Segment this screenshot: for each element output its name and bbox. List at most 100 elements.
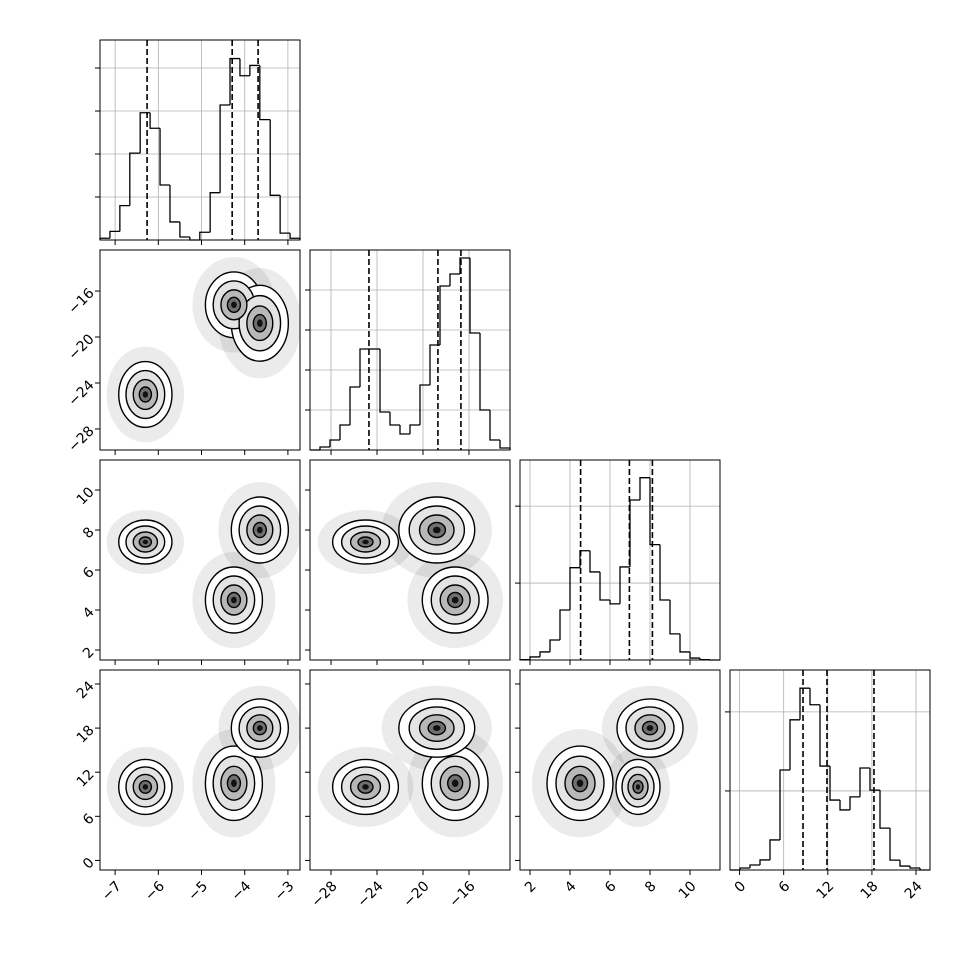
x-tick-label: −5 <box>185 878 211 904</box>
x-tick-label: 24 <box>902 878 926 902</box>
histogram-step <box>329 439 340 447</box>
histogram-step <box>149 112 161 129</box>
x-tick-label: −6 <box>142 878 168 904</box>
density-contour <box>231 596 237 604</box>
histogram-step <box>229 57 240 106</box>
histogram-step <box>669 600 680 635</box>
histogram-step <box>529 656 540 660</box>
x-tick-label: −4 <box>228 878 254 904</box>
histogram-step <box>819 704 830 767</box>
y-tick-label: 10 <box>74 484 98 508</box>
x-tick-label: 12 <box>814 878 838 902</box>
histogram-step <box>489 410 500 441</box>
histogram-step <box>559 609 570 640</box>
histogram-step <box>689 651 700 659</box>
histogram-step <box>859 767 870 797</box>
histogram-step <box>259 65 271 121</box>
density-contour <box>142 784 149 790</box>
panel-frame <box>309 249 511 451</box>
histogram-step <box>499 440 511 450</box>
x-tick-label: 2 <box>522 878 540 896</box>
histogram-step <box>399 425 410 435</box>
histogram-step <box>739 867 750 870</box>
histogram-step <box>269 119 281 196</box>
y-tick-label: −20 <box>65 331 97 363</box>
histogram-step <box>879 790 890 829</box>
density-contour <box>231 779 237 787</box>
y-tick-label: −28 <box>65 423 97 455</box>
histogram-step <box>749 864 760 869</box>
density-contour <box>256 526 263 534</box>
density-contour <box>635 784 641 790</box>
histogram-step <box>439 285 450 345</box>
histogram-step <box>639 477 650 500</box>
histogram-step <box>409 424 420 434</box>
x-tick-label: −7 <box>99 878 125 904</box>
histogram-step <box>279 195 291 234</box>
x-tick-label: 0 <box>732 878 750 896</box>
density-contour <box>432 725 441 732</box>
density-contour <box>362 539 369 545</box>
histogram-step <box>119 204 130 232</box>
histogram-step <box>359 348 370 387</box>
panel-frame <box>519 669 721 871</box>
y-tick-label: 6 <box>80 564 98 582</box>
histogram-step <box>219 104 231 193</box>
y-tick-label: 18 <box>74 722 98 746</box>
density-contour <box>142 391 149 398</box>
panel-frame <box>729 669 931 871</box>
y-tick-label: 2 <box>80 644 98 662</box>
histogram-step <box>209 192 221 233</box>
x-tick-label: −24 <box>354 878 386 910</box>
histogram-step <box>339 424 350 440</box>
histogram-step <box>289 233 301 240</box>
x-tick-label: 6 <box>602 878 620 896</box>
y-tick-label: 0 <box>80 855 98 873</box>
x-tick-label: 18 <box>858 878 882 902</box>
histogram-step <box>839 800 850 811</box>
histogram-step <box>619 566 630 604</box>
density-contour <box>362 784 369 790</box>
panel-frame <box>99 249 301 451</box>
histogram-step <box>349 386 360 425</box>
histogram-step <box>169 184 180 223</box>
density-contour <box>142 539 149 545</box>
histogram-step <box>599 571 610 601</box>
y-tick-label: 6 <box>80 811 98 829</box>
histogram-step <box>479 333 490 411</box>
histogram-step <box>829 766 840 801</box>
x-tick-label: −28 <box>308 878 340 910</box>
y-tick-label: 12 <box>74 767 98 791</box>
histogram-step <box>129 152 141 206</box>
histogram-step <box>539 651 550 657</box>
histogram-step <box>389 412 400 426</box>
density-contour <box>231 301 237 309</box>
histogram-step <box>109 230 120 239</box>
density-contour <box>256 319 263 328</box>
histogram-step <box>809 688 820 706</box>
y-tick-label: 24 <box>74 678 98 702</box>
density-contour <box>576 779 584 787</box>
y-tick-label: 4 <box>80 604 98 622</box>
x-tick-label: 8 <box>642 878 660 896</box>
histogram-step <box>909 866 920 869</box>
panel-frame <box>519 459 721 661</box>
histogram-step <box>199 231 211 240</box>
histogram-step <box>899 860 910 867</box>
x-tick-label: −16 <box>446 878 478 910</box>
histogram-step <box>679 633 690 653</box>
histogram-step <box>789 719 800 770</box>
histogram-step <box>609 600 620 605</box>
histogram-step <box>249 64 260 76</box>
histogram-step <box>699 658 710 661</box>
histogram-step <box>569 567 580 610</box>
histogram-step <box>319 446 330 450</box>
panel-frame <box>99 39 301 241</box>
histogram-step <box>849 796 860 810</box>
x-tick-label: 6 <box>776 878 794 896</box>
panel-frame <box>99 669 301 871</box>
density-contour <box>646 725 654 732</box>
histogram-step <box>379 349 390 413</box>
histogram-step <box>889 828 900 861</box>
